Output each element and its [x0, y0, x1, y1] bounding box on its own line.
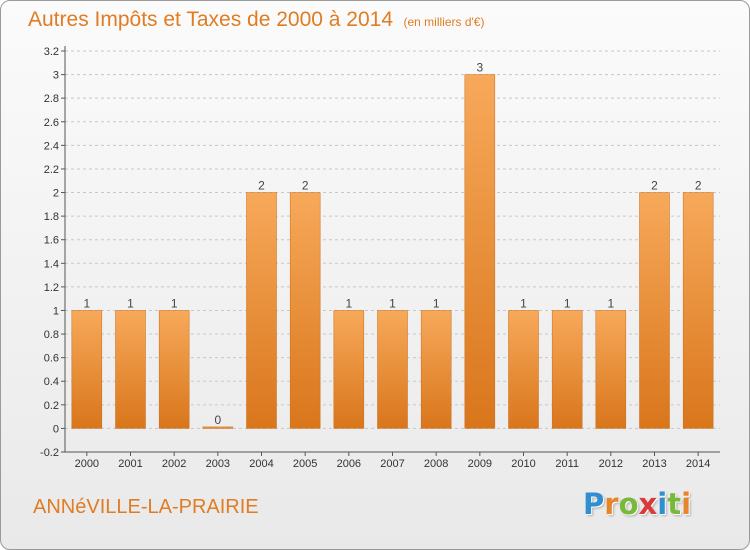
y-tick-label: 1.4 [44, 258, 59, 270]
bar [551, 310, 583, 429]
data-label: 0 [214, 413, 221, 427]
data-label: 2 [258, 179, 265, 193]
x-tick-label: 2008 [424, 458, 448, 470]
x-tick-label: 2004 [249, 458, 273, 470]
y-tick-label: 0.8 [44, 329, 59, 341]
data-label: 1 [171, 296, 178, 310]
bar [158, 310, 190, 429]
logo-letter: o [618, 487, 639, 521]
y-tick-label: 3.2 [44, 46, 59, 58]
x-tick-label: 2005 [293, 458, 317, 470]
y-tick-label: 1.8 [44, 211, 59, 223]
x-tick-label: 2012 [599, 458, 623, 470]
bar [71, 310, 103, 429]
x-tick-label: 2000 [75, 458, 99, 470]
data-label: 1 [564, 296, 571, 310]
bar [595, 310, 627, 429]
data-label: 2 [695, 179, 702, 193]
bar [202, 426, 234, 429]
x-tick-label: 2003 [206, 458, 230, 470]
logo-letter: t [667, 487, 682, 521]
y-tick-label: 0.4 [44, 376, 59, 388]
y-tick-label: 1.2 [44, 282, 59, 294]
data-label: 3 [476, 61, 483, 75]
y-tick-label: 2.8 [44, 93, 59, 105]
bar [289, 192, 321, 429]
y-tick-label: 1 [53, 305, 59, 317]
logo-letter: x [638, 487, 658, 521]
logo-letter: i [657, 487, 668, 521]
x-tick-label: 2001 [118, 458, 142, 470]
data-label: 1 [345, 296, 352, 310]
bar [464, 74, 496, 429]
bar [377, 310, 408, 429]
y-tick-label: 2.6 [44, 117, 59, 129]
y-tick-label: 0 [53, 423, 59, 435]
x-tick-label: 2009 [468, 458, 492, 470]
data-label: 1 [520, 296, 527, 310]
y-tick-label: 2.4 [44, 140, 59, 152]
data-label: 1 [83, 296, 90, 310]
data-label: 2 [651, 179, 658, 193]
data-label: 2 [302, 179, 309, 193]
x-tick-label: 2011 [555, 458, 579, 470]
data-label: 1 [433, 296, 440, 310]
x-tick-label: 2014 [686, 458, 710, 470]
chart-title: Autres Impôts et Taxes de 2000 à 2014 (e… [28, 8, 484, 32]
logo-letter: r [604, 487, 619, 521]
y-tick-label: 3 [53, 70, 59, 82]
bar [115, 310, 146, 429]
chart-title-text: Autres Impôts et Taxes de 2000 à 2014 [28, 8, 394, 31]
logo-letter: P [583, 487, 605, 521]
axes [61, 46, 720, 456]
tick-labels: -0.2 0 0.2 0.4 0.6 0.8 1 1.2 1.4 1.6 1.8 2 2.2 2.4 2.6… [40, 46, 710, 470]
y-tick-label: 2 [53, 188, 59, 200]
y-tick-label: 0.6 [44, 353, 59, 365]
data-label: 1 [607, 296, 614, 310]
logo-letter: i [681, 487, 692, 521]
y-tick-label: -0.2 [40, 447, 59, 459]
commune-name: ANNéVILLE-LA-PRAIRIE [33, 496, 259, 518]
bar [639, 192, 670, 429]
unit-note: (en milliers d'€) [403, 15, 485, 29]
data-labels: 1 1 1 0 2 2 1 1 1 3 1 1 1 2 2 [83, 61, 701, 427]
bar [246, 192, 277, 429]
proxiti-logo: Proxiti [583, 487, 691, 521]
data-label: 1 [127, 296, 134, 310]
bar [508, 310, 539, 429]
bars [71, 74, 714, 429]
y-tick-label: 1.6 [44, 235, 59, 247]
bar [420, 310, 452, 429]
x-tick-label: 2010 [511, 458, 535, 470]
data-label: 1 [389, 296, 396, 310]
x-tick-label: 2002 [162, 458, 186, 470]
y-tick-label: 2.2 [44, 164, 59, 176]
bar [682, 192, 714, 429]
y-tick-label: 0.2 [44, 400, 59, 412]
x-tick-label: 2013 [642, 458, 666, 470]
x-tick-label: 2007 [380, 458, 404, 470]
x-tick-label: 2006 [337, 458, 361, 470]
bar [333, 310, 365, 429]
